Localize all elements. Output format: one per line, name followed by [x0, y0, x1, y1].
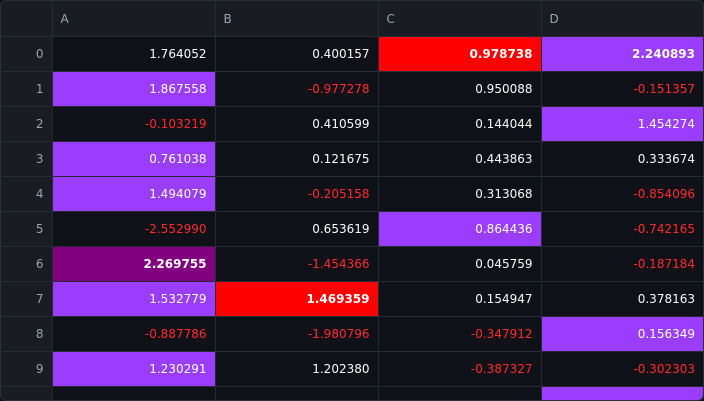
table-cell-a[interactable]: 1.867558 [52, 71, 216, 107]
table-cell-a[interactable]: 0.761038 [52, 141, 216, 177]
table-row: 1 1.867558 -0.977278 0.950088 -0.151357 [1, 71, 703, 107]
table-cell-a[interactable]: 2.269755 [52, 246, 216, 282]
table-cell-c[interactable]: -0.387327 [378, 351, 542, 387]
row-index[interactable]: 7 [1, 281, 53, 317]
table-cell-a [52, 386, 216, 400]
table-row: 3 0.761038 0.121675 0.443863 0.333674 [1, 141, 703, 177]
column-header-b[interactable]: B [215, 1, 379, 37]
table-cell-b[interactable]: -0.977278 [215, 71, 379, 107]
table-cell-c [378, 386, 542, 400]
table-cell-a[interactable]: 1.494079 [52, 176, 216, 212]
table-cell-c[interactable]: 0.978738 [378, 36, 542, 72]
table-row: 2 -0.103219 0.410599 0.144044 1.454274 [1, 106, 703, 142]
row-index[interactable]: 0 [1, 36, 53, 72]
table-cell-b[interactable]: 1.469359 [215, 281, 379, 317]
table-row: 0 1.764052 0.400157 0.978738 2.240893 [1, 36, 703, 72]
table-row: 7 1.532779 1.469359 0.154947 0.378163 [1, 281, 703, 317]
index-column-header[interactable] [1, 1, 53, 37]
row-index[interactable]: 5 [1, 211, 53, 247]
table-cell-b[interactable]: 0.400157 [215, 36, 379, 72]
table-cell-a[interactable]: -0.103219 [52, 106, 216, 142]
column-header-c[interactable]: C [378, 1, 542, 37]
row-index [1, 386, 53, 400]
table-cell-c[interactable]: 0.443863 [378, 141, 542, 177]
table-cell-a[interactable]: -2.552990 [52, 211, 216, 247]
table-cell-d[interactable]: 1.454274 [541, 106, 703, 142]
table-cell-c[interactable]: 0.154947 [378, 281, 542, 317]
table-row: 5 -2.552990 0.653619 0.864436 -0.742165 [1, 211, 703, 247]
row-index[interactable]: 2 [1, 106, 53, 142]
table-cell-d[interactable]: 0.333674 [541, 141, 703, 177]
table-row-partial [1, 386, 703, 400]
table-cell-b[interactable]: 0.121675 [215, 141, 379, 177]
table-cell-a[interactable]: 1.764052 [52, 36, 216, 72]
table-cell-d[interactable]: -0.742165 [541, 211, 703, 247]
row-index[interactable]: 1 [1, 71, 53, 107]
table-cell-a[interactable]: 1.532779 [52, 281, 216, 317]
table-cell-b[interactable]: -1.980796 [215, 316, 379, 352]
table-cell-d[interactable]: -0.151357 [541, 71, 703, 107]
table-row: 9 1.230291 1.202380 -0.387327 -0.302303 [1, 351, 703, 387]
table-row: 4 1.494079 -0.205158 0.313068 -0.854096 [1, 176, 703, 212]
table-cell-a[interactable]: 1.230291 [52, 351, 216, 387]
table-cell-d[interactable]: -0.302303 [541, 351, 703, 387]
table-cell-d[interactable]: 0.156349 [541, 316, 703, 352]
row-index[interactable]: 8 [1, 316, 53, 352]
table-cell-b[interactable]: 0.410599 [215, 106, 379, 142]
table-row: 8 -0.887786 -1.980796 -0.347912 0.156349 [1, 316, 703, 352]
table-row: 6 2.269755 -1.454366 0.045759 -0.187184 [1, 246, 703, 282]
table-cell-b[interactable]: -0.205158 [215, 176, 379, 212]
table-cell-c[interactable]: -0.347912 [378, 316, 542, 352]
table-cell-d[interactable]: 0.378163 [541, 281, 703, 317]
row-index[interactable]: 6 [1, 246, 53, 282]
column-header-a[interactable]: A [52, 1, 216, 37]
table-cell-b[interactable]: 1.202380 [215, 351, 379, 387]
table-cell-b[interactable]: 0.653619 [215, 211, 379, 247]
row-index[interactable]: 4 [1, 176, 53, 212]
row-index[interactable]: 9 [1, 351, 53, 387]
table-cell-c[interactable]: 0.950088 [378, 71, 542, 107]
table-cell-c[interactable]: 0.313068 [378, 176, 542, 212]
table-cell-c[interactable]: 0.144044 [378, 106, 542, 142]
header-row: A B C D [1, 1, 703, 37]
table-cell-d [541, 386, 703, 400]
table-cell-b[interactable]: -1.454366 [215, 246, 379, 282]
table-cell-b [215, 386, 379, 400]
table-cell-c[interactable]: 0.045759 [378, 246, 542, 282]
row-index[interactable]: 3 [1, 141, 53, 177]
column-header-d[interactable]: D [541, 1, 703, 37]
table-cell-d[interactable]: 2.240893 [541, 36, 703, 72]
table-cell-d[interactable]: -0.187184 [541, 246, 703, 282]
table-cell-c[interactable]: 0.864436 [378, 211, 542, 247]
table-cell-d[interactable]: -0.854096 [541, 176, 703, 212]
table-cell-a[interactable]: -0.887786 [52, 316, 216, 352]
